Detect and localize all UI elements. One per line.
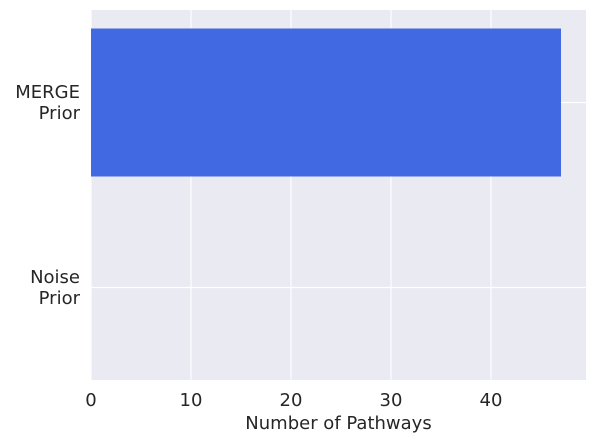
y-tick-labels: MERGE Prior Noise Prior	[15, 82, 80, 309]
bar	[91, 28, 561, 177]
x-tick-label: 10	[180, 390, 203, 411]
x-tick-labels: 0 10 20 30 40	[85, 390, 502, 411]
x-tick-label: 0	[85, 390, 96, 411]
y-tick-label: MERGE Prior	[15, 82, 80, 124]
bars	[91, 28, 561, 177]
y-tick-label: Noise Prior	[30, 267, 81, 309]
x-axis-label: Number of Pathways	[245, 413, 431, 434]
x-tick-label: 40	[480, 390, 503, 411]
x-tick-label: 30	[380, 390, 403, 411]
x-tick-label: 20	[280, 390, 303, 411]
